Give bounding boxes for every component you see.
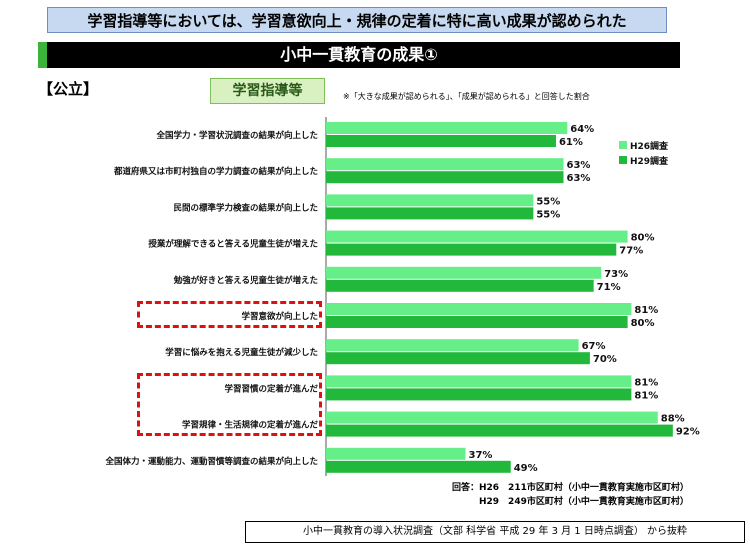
bar-h26 bbox=[326, 158, 564, 171]
legend-swatch-h26 bbox=[619, 141, 627, 149]
category-label: 全国体力・運動能力、運動習慣等調査の結果が向上した bbox=[104, 456, 318, 467]
bar-h29 bbox=[326, 352, 590, 365]
source-note: 小中一貫教育の導入状況調査（文部 科学省 平成 29 年 3 月 1 日時点調査… bbox=[245, 521, 745, 543]
bar-h26 bbox=[326, 303, 632, 315]
data-label: 92% bbox=[676, 427, 700, 438]
legend-swatch-h29 bbox=[619, 156, 627, 164]
category-label: 都道府県又は市町村独自の学力調査の結果が向上した bbox=[113, 166, 318, 177]
respondents-line-h26: 回答：H26 211市区町村（小中一貫教育実施市区町村） bbox=[452, 483, 689, 493]
bar-h26 bbox=[326, 122, 568, 134]
data-label: 81% bbox=[634, 377, 658, 388]
data-label: 71% bbox=[597, 282, 621, 293]
data-label: 80% bbox=[631, 233, 655, 244]
bar-h26 bbox=[326, 194, 534, 207]
category-label: 学習規律・生活規律の定着が進んだ bbox=[182, 420, 319, 431]
data-label: 55% bbox=[536, 196, 560, 207]
category-label: 民間の標準学力検査の結果が向上した bbox=[173, 202, 318, 213]
data-label: 63% bbox=[567, 160, 591, 171]
data-label: 81% bbox=[634, 390, 658, 401]
title-accent bbox=[38, 42, 47, 68]
data-label: 80% bbox=[631, 318, 655, 329]
category-label: 勉強が好きと答える児童生徒が増えた bbox=[173, 275, 318, 286]
bar-h26 bbox=[326, 375, 632, 388]
bar-h26 bbox=[326, 266, 602, 279]
data-label: 77% bbox=[619, 246, 643, 257]
data-label: 64% bbox=[570, 124, 594, 135]
category-label: 学習に悩みを抱える児童生徒が減少した bbox=[165, 347, 318, 358]
bar-h26 bbox=[326, 411, 658, 424]
title-bar: 小中一貫教育の成果① bbox=[38, 42, 680, 68]
bar-h29 bbox=[326, 279, 594, 292]
category-label: 授業が理解できると答える児童生徒が増えた bbox=[148, 239, 318, 250]
bar-h29 bbox=[326, 316, 628, 328]
data-label: 67% bbox=[582, 341, 606, 352]
section-label: 学習指導等 bbox=[210, 78, 325, 104]
bar-h26 bbox=[326, 339, 579, 352]
data-label: 73% bbox=[604, 269, 628, 280]
data-label: 37% bbox=[468, 450, 492, 461]
bar-h29 bbox=[326, 388, 632, 401]
category-label: 学習習慣の定着が進んだ bbox=[224, 383, 318, 394]
chart-note: ※「大きな成果が認められる」、「成果が認められる」と回答した割合 bbox=[343, 92, 590, 101]
bar-h29 bbox=[326, 135, 556, 147]
legend-label-h26: H26調査 bbox=[630, 140, 669, 152]
bar-h26 bbox=[326, 447, 466, 460]
respondents-note: 回答：H26 211市区町村（小中一貫教育実施市区町村） H29 249市区町村… bbox=[452, 481, 689, 509]
bar-h29 bbox=[326, 171, 564, 184]
public-label: 【公立】 bbox=[38, 80, 99, 98]
bar-h29 bbox=[326, 243, 617, 256]
data-label: 81% bbox=[634, 305, 658, 316]
data-label: 63% bbox=[567, 173, 591, 184]
category-label: 全国学力・学習状況調査の結果が向上した bbox=[155, 130, 318, 141]
bar-h26 bbox=[326, 230, 628, 243]
data-label: 88% bbox=[661, 414, 685, 425]
data-label: 61% bbox=[559, 137, 583, 148]
highlight-box-habits-discipline bbox=[137, 373, 322, 436]
legend-label-h29: H29調査 bbox=[630, 155, 669, 167]
headline-banner: 学習指導等においては、学習意欲向上・規律の定着に特に高い成果が認められた bbox=[47, 7, 667, 33]
highlight-box-motivation bbox=[137, 301, 322, 328]
respondents-line-h29: H29 249市区町村（小中一貫教育実施市区町村） bbox=[479, 497, 689, 507]
bar-h29 bbox=[326, 460, 511, 473]
category-label: 学習意欲が向上した bbox=[241, 311, 318, 322]
bar-h29 bbox=[326, 424, 673, 437]
bar-h29 bbox=[326, 207, 534, 220]
data-label: 49% bbox=[514, 463, 538, 474]
page-title: 小中一貫教育の成果① bbox=[280, 45, 438, 64]
data-label: 55% bbox=[536, 209, 560, 220]
data-label: 70% bbox=[593, 354, 617, 365]
